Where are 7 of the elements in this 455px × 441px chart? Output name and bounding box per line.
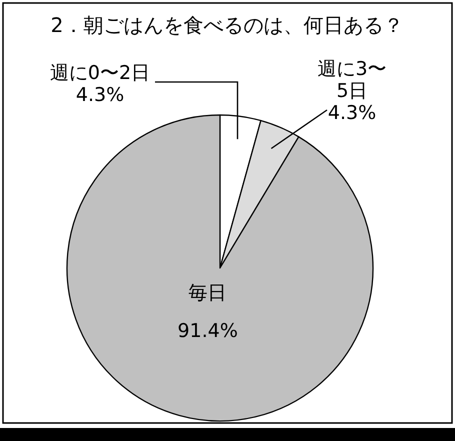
data-label: 4.3% — [74, 84, 126, 106]
data-label: 4.3% — [326, 102, 378, 124]
slice-label: 毎日 — [188, 282, 228, 304]
data-label: 91.4% — [176, 320, 239, 342]
slice-label: 週に0〜2日 — [48, 62, 152, 84]
slice-label: 週に3〜5日 — [316, 58, 388, 102]
chart-title: 2．朝ごはんを食べるのは、何日ある？ — [50, 13, 404, 37]
